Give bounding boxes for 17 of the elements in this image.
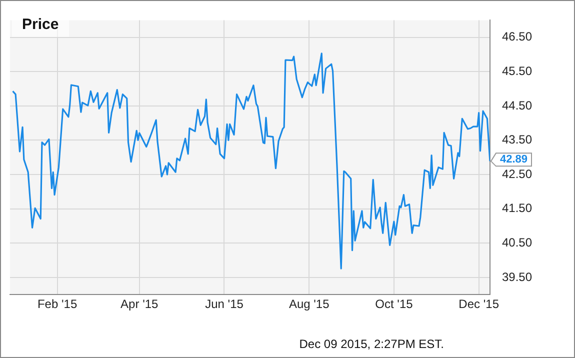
- y-tick-label: 39.50: [502, 270, 532, 284]
- y-tick-label: 41.50: [502, 201, 532, 216]
- y-tick-label: 42.50: [502, 166, 532, 181]
- x-tick-label: Dec '15: [458, 297, 500, 312]
- y-tick-label: 43.50: [502, 132, 532, 147]
- y-tick-label: 44.50: [502, 98, 532, 112]
- chart-title: Price: [12, 12, 69, 37]
- y-tick-label: 46.50: [502, 30, 532, 44]
- x-tick-label: Aug '15: [288, 297, 330, 312]
- x-tick-label: Feb '15: [37, 297, 78, 312]
- x-tick-label: Oct '15: [375, 297, 414, 312]
- x-tick-label: Jun '15: [205, 297, 244, 312]
- y-tick-label: 45.50: [502, 64, 532, 78]
- data-label: 42.89: [500, 154, 528, 166]
- x-tick-label: Apr '15: [120, 297, 159, 312]
- text: Dec 09 2015, 2:27PM EST.: [299, 337, 444, 351]
- y-tick-label: 40.50: [502, 235, 532, 250]
